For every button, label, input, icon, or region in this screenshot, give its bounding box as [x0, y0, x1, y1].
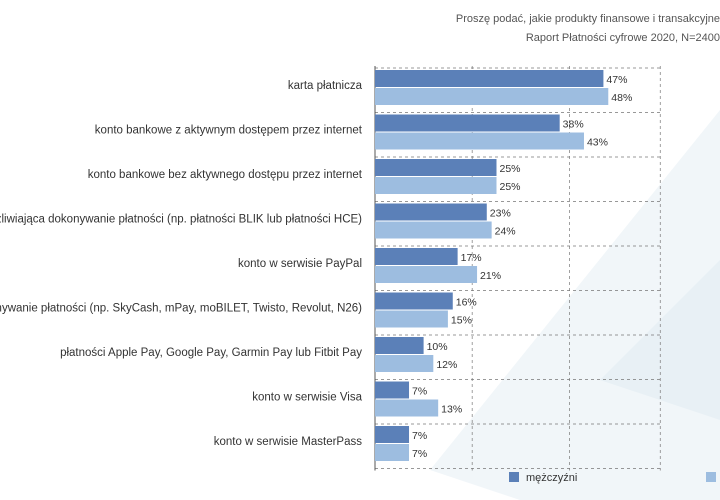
value-label: 47% [606, 74, 627, 86]
category-label: konto bankowe z aktywnym dostępem przez … [95, 125, 363, 137]
value-label: 21% [480, 270, 501, 282]
bar-women [375, 310, 448, 328]
value-label: 15% [451, 315, 472, 327]
legend-label-men: mężczyźni [526, 472, 577, 484]
bar-men [375, 426, 410, 443]
bar-women [375, 355, 434, 372]
category-label: płatności Apple Pay, Google Pay, Garmin … [60, 347, 362, 359]
value-label: 13% [441, 404, 462, 416]
background-shape-accent [600, 260, 720, 420]
value-label: 7% [412, 430, 427, 442]
value-label: 48% [611, 92, 632, 104]
bar-men [375, 337, 424, 354]
bar-women [375, 88, 609, 105]
labels: karta płatnicza 47% 48% konto bankowe z akt… [0, 74, 632, 460]
category-label: konto w serwisie PayPal [238, 258, 362, 270]
category-label: dokonywanie płatności (np. SkyCash, mPay… [0, 303, 362, 315]
bar-men [375, 292, 453, 310]
bar-men [375, 381, 410, 399]
value-label: 24% [495, 226, 516, 238]
value-label: 7% [412, 386, 427, 398]
bar-men [375, 159, 497, 176]
legend-swatch-men [509, 472, 519, 482]
value-label: 25% [500, 163, 521, 175]
value-label: 25% [500, 181, 521, 193]
bars [375, 70, 609, 461]
bar-men [375, 70, 604, 87]
bar-men [375, 248, 458, 265]
bar-women [375, 132, 584, 150]
bar-women [375, 266, 478, 283]
legend-swatch-women [706, 472, 716, 482]
source-text: Raport Płatności cyfrowe 2020, N=2400 [525, 32, 720, 44]
value-label: 43% [587, 137, 608, 149]
bar-women [375, 444, 410, 461]
bar-women [375, 221, 492, 239]
category-label: karta płatnicza [288, 80, 363, 92]
chart-header: Proszę podać, jakie produkty finansowe i… [300, 10, 720, 48]
background-shape [430, 110, 720, 500]
value-label: 10% [427, 341, 448, 353]
bar-men [375, 203, 487, 221]
value-label: 23% [490, 208, 511, 220]
category-label: konto bankowe bez aktywnego dostępu prze… [88, 169, 363, 181]
category-label: możliwiająca dokonywanie płatności (np. … [0, 214, 362, 226]
legend: mężczyźni [509, 472, 716, 484]
bar-men [375, 114, 560, 132]
question-text: Proszę podać, jakie produkty finansowe i… [455, 13, 720, 25]
value-label: 12% [436, 359, 457, 371]
value-label: 7% [412, 448, 427, 460]
bar-women [375, 399, 439, 417]
value-label: 16% [456, 297, 477, 309]
category-label: konto w serwisie MasterPass [214, 436, 363, 448]
value-label: 17% [461, 252, 482, 264]
value-label: 38% [563, 119, 584, 131]
bar-women [375, 177, 497, 194]
category-label: konto w serwisie Visa [252, 392, 362, 404]
